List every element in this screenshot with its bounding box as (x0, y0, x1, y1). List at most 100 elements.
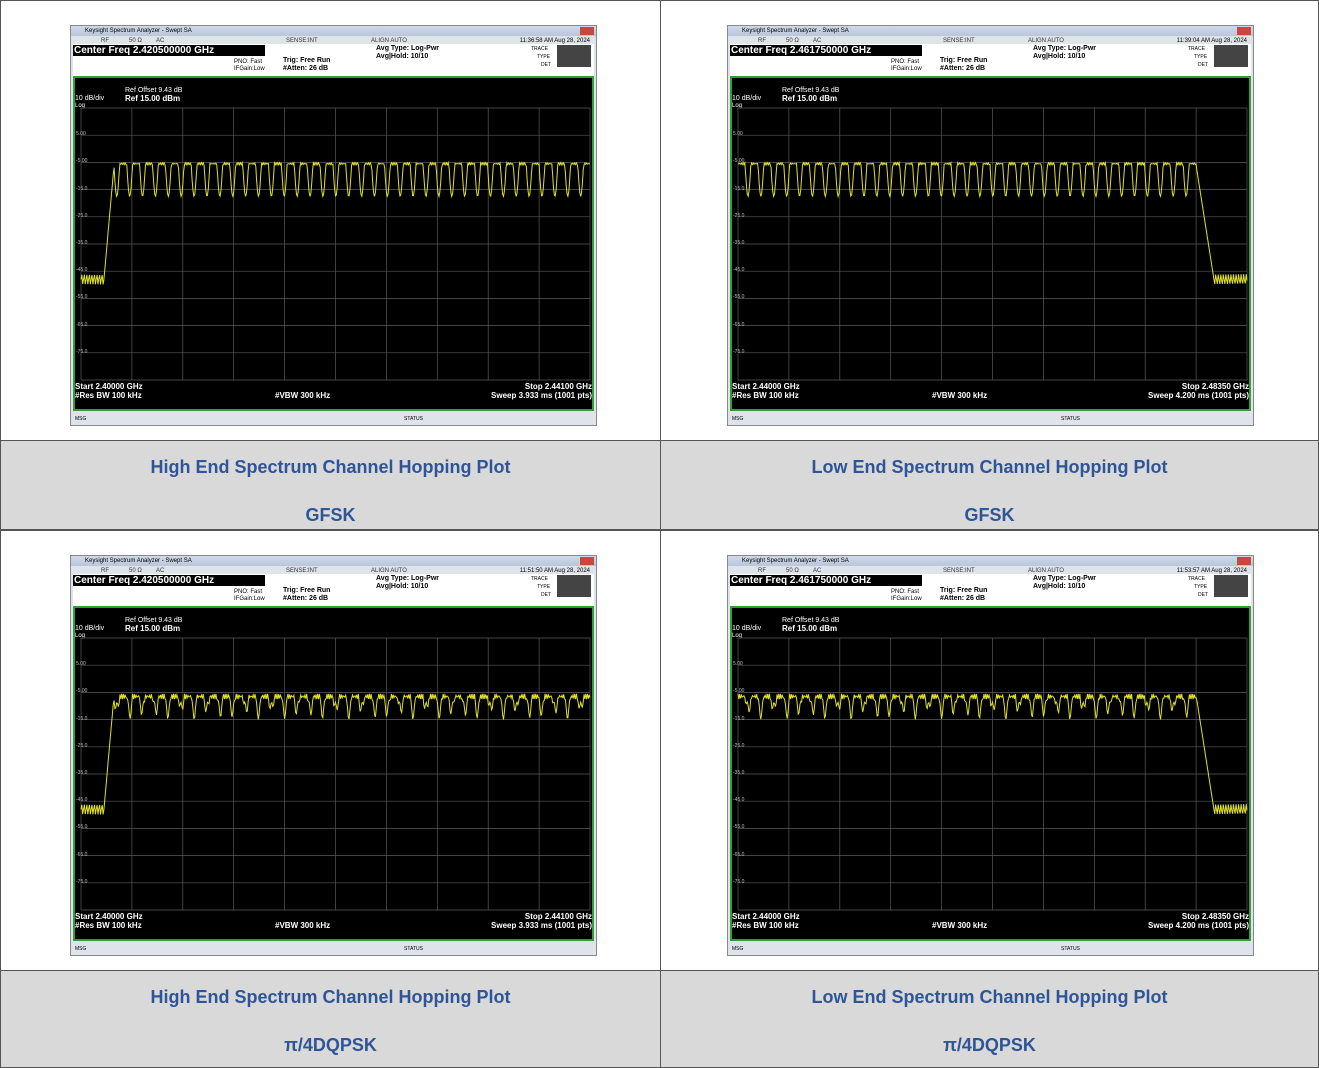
avg-type: Avg Type: Log-Pwr (376, 575, 439, 582)
y-label: -35.0 (76, 240, 88, 246)
trig: Trig: Free Run (940, 57, 988, 64)
rf-label: RF (758, 38, 766, 44)
stop-freq: Stop 2.48350 GHz (1181, 912, 1249, 921)
sense: SENSE:INT (943, 568, 975, 574)
window-title: Keysight Spectrum Analyzer - Swept SA (85, 28, 192, 34)
y-label: -65.0 (733, 321, 745, 328)
avg-hold: Avg|Hold: 10/10 (376, 53, 429, 60)
y-label: -75.0 (76, 348, 88, 355)
close-button (580, 557, 594, 565)
y-label: -5.00 (76, 158, 88, 165)
center-freq-box (73, 45, 265, 56)
close-button (1237, 557, 1251, 565)
atten: #Atten: 26 dB (940, 595, 986, 602)
rf-label: RF (758, 568, 766, 574)
center-freq-box (730, 45, 922, 56)
sweep: Sweep 4.200 ms (1001 pts) (1148, 391, 1249, 400)
avg-hold: Avg|Hold: 10/10 (1033, 583, 1086, 590)
window-title: Keysight Spectrum Analyzer - Swept SA (742, 558, 849, 564)
msg: MSG (732, 416, 744, 422)
log: Log (75, 633, 86, 639)
trace-indicator (1214, 575, 1248, 597)
y-label: 5.00 (76, 661, 86, 668)
caption-mode: GFSK (305, 505, 356, 525)
y-label: -15.0 (733, 185, 745, 192)
res-bw: #Res BW 100 kHz (732, 921, 799, 930)
align: ALIGN AUTO (1028, 38, 1064, 44)
log: Log (732, 633, 743, 639)
ref-offset: Ref Offset 9.43 dB (125, 87, 183, 94)
trace-label: TRACE (531, 46, 548, 52)
screen: Ref Offset 9.43 dB 10 dB/div Ref 15.00 dBm… (730, 606, 1251, 941)
res-bw: #Res BW 100 kHz (75, 921, 142, 930)
center-freq: Center Freq 2.420500000 GHz (74, 575, 215, 586)
ref-level: Ref 15.00 dBm (125, 624, 181, 633)
ref-level: Ref 15.00 dBm (125, 94, 181, 103)
start-freq: Start 2.40000 GHz (75, 912, 143, 921)
y-label: -55.0 (733, 824, 745, 831)
vbw: #VBW 300 kHz (275, 391, 331, 400)
caption-cell: Low End Spectrum Channel Hopping Plot π/4… (660, 970, 1319, 1068)
timestamp: 11:39:04 AM Aug 28, 2024 (1176, 38, 1247, 44)
title-bar (71, 556, 596, 566)
y-label: -25.0 (733, 212, 745, 219)
det-label: DET (541, 62, 551, 68)
avg-type: Avg Type: Log-Pwr (376, 45, 439, 52)
type-label: TYPE (537, 584, 551, 590)
stop-freq: Stop 2.44100 GHz (524, 912, 592, 921)
start-freq: Start 2.44000 GHz (732, 912, 800, 921)
ifgain: IFGain:Low (234, 596, 265, 602)
y-label: -55.0 (733, 294, 745, 301)
avg-hold: Avg|Hold: 10/10 (1033, 53, 1086, 60)
pno: PNO: Fast (891, 59, 920, 65)
caption-title: Low End Spectrum Channel Hopping Plot (811, 987, 1168, 1007)
coupling: AC (813, 38, 822, 44)
avg-type: Avg Type: Log-Pwr (1033, 45, 1096, 52)
caption-mode: π/4DQPSK (284, 1035, 377, 1055)
y-label: -65.0 (76, 851, 88, 858)
screen: Ref Offset 9.43 dB 10 dB/div Ref 15.00 dBm… (73, 606, 594, 941)
det-label: DET (541, 592, 551, 598)
start-freq: Start 2.40000 GHz (75, 382, 143, 391)
y-label: -35.0 (733, 770, 745, 776)
trace-label: TRACE (1188, 46, 1205, 52)
caption-title: Low End Spectrum Channel Hopping Plot (811, 457, 1168, 477)
type-label: TYPE (1194, 584, 1208, 590)
caption-cell: High End Spectrum Channel Hopping Plot GF… (0, 440, 661, 530)
timestamp: 11:51:50 AM Aug 28, 2024 (519, 568, 590, 574)
scale: 10 dB/div (75, 95, 105, 102)
start-freq: Start 2.44000 GHz (732, 382, 800, 391)
spectrum-plot (737, 107, 1248, 381)
analyzer-screenshot: Keysight Spectrum Analyzer - Swept SA RF 5… (70, 555, 597, 956)
ref-offset: Ref Offset 9.43 dB (782, 617, 840, 624)
scale: 10 dB/div (75, 625, 105, 632)
sweep: Sweep 3.933 ms (1001 pts) (491, 391, 592, 400)
status: STATUS (404, 416, 423, 422)
center-freq-box (73, 575, 265, 586)
atten: #Atten: 26 dB (283, 65, 329, 72)
image-cell: Keysight Spectrum Analyzer - Swept SA RF 5… (0, 530, 661, 971)
coupling: AC (156, 38, 165, 44)
y-label: -5.00 (733, 158, 745, 165)
scale: 10 dB/div (732, 625, 762, 632)
trig: Trig: Free Run (283, 587, 331, 594)
caption-title: High End Spectrum Channel Hopping Plot (150, 987, 511, 1007)
ifgain: IFGain:Low (234, 66, 265, 72)
image-cell: Keysight Spectrum Analyzer - Swept SA RF 5… (660, 530, 1319, 971)
y-label: 5.00 (733, 661, 743, 668)
vbw: #VBW 300 kHz (275, 921, 331, 930)
trig: Trig: Free Run (940, 587, 988, 594)
y-label: -75.0 (76, 878, 88, 885)
analyzer-screenshot: Keysight Spectrum Analyzer - Swept SA RF 5… (727, 555, 1254, 956)
sense: SENSE:INT (286, 38, 318, 44)
res-bw: #Res BW 100 kHz (75, 391, 142, 400)
y-label: -45.0 (733, 797, 745, 804)
align: ALIGN AUTO (371, 38, 407, 44)
atten: #Atten: 26 dB (283, 595, 329, 602)
atten: #Atten: 26 dB (940, 65, 986, 72)
impedance: 50 Ω (786, 38, 799, 44)
sense: SENSE:INT (286, 568, 318, 574)
center-freq-box (730, 575, 922, 586)
sweep: Sweep 4.200 ms (1001 pts) (1148, 921, 1249, 930)
align: ALIGN AUTO (371, 568, 407, 574)
